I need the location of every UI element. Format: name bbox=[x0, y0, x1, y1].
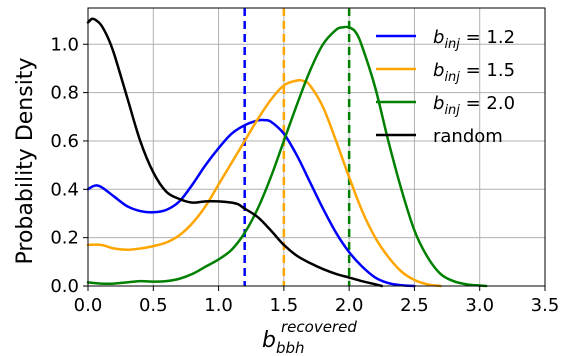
x-tick-label: 3.0 bbox=[465, 295, 494, 316]
legend-label-subscript: inj bbox=[444, 70, 460, 85]
y-tick-label: 0.6 bbox=[50, 131, 79, 152]
x-tick-label: 2.0 bbox=[335, 295, 364, 316]
y-tick-label: 0.4 bbox=[50, 179, 79, 200]
legend-label-value: = 1.5 bbox=[460, 60, 515, 81]
reference-lines bbox=[243, 8, 351, 286]
legend-label-value: = 2.0 bbox=[460, 93, 515, 114]
x-tick-label: 0.5 bbox=[139, 295, 168, 316]
x-tick-label: 2.5 bbox=[400, 295, 429, 316]
legend-label: binj = 1.2 bbox=[433, 27, 515, 52]
x-tick-label: 1.0 bbox=[204, 295, 233, 316]
legend-label-value: = 1.2 bbox=[460, 27, 515, 48]
legend-label-subscript: inj bbox=[444, 103, 460, 118]
x-axis-label-subscript: bbh bbox=[276, 339, 305, 356]
legend-label-base: b bbox=[433, 93, 444, 114]
plot-frame bbox=[87, 7, 546, 287]
y-tick-label: 0.8 bbox=[50, 83, 79, 104]
y-axis-label: Probability Density bbox=[13, 58, 38, 265]
legend-label-base: b bbox=[433, 27, 444, 48]
series-line-3 bbox=[86, 25, 488, 288]
x-axis-label: bbbh recovered bbox=[262, 318, 357, 356]
legend-label-base: b bbox=[433, 60, 444, 81]
series-line-1 bbox=[86, 118, 416, 288]
y-tick-label: 1.0 bbox=[50, 34, 79, 55]
legend-label: random bbox=[433, 126, 503, 147]
x-axis-ticks: 0.0 0.5 1.0 1.5 2.0 2.5 3.0 3.5 bbox=[74, 286, 560, 316]
y-tick-label: 0.2 bbox=[50, 228, 79, 249]
legend-label: binj = 1.5 bbox=[433, 60, 515, 85]
x-tick-label: 3.5 bbox=[531, 295, 560, 316]
x-tick-label: 1.5 bbox=[270, 295, 299, 316]
series-line-2 bbox=[86, 78, 442, 288]
x-tick-label: 0.0 bbox=[74, 295, 103, 316]
x-axis-label-base: b bbox=[262, 328, 276, 353]
x-axis-label-superscript: recovered bbox=[281, 318, 357, 336]
y-tick-label: 0.0 bbox=[50, 276, 79, 297]
y-axis-ticks: 0.0 0.2 0.4 0.6 0.8 1.0 bbox=[50, 34, 88, 297]
legend-label: binj = 2.0 bbox=[433, 93, 515, 118]
legend-label-subscript: inj bbox=[444, 37, 460, 52]
series-line-4 bbox=[86, 17, 384, 288]
series-lines bbox=[86, 17, 488, 288]
